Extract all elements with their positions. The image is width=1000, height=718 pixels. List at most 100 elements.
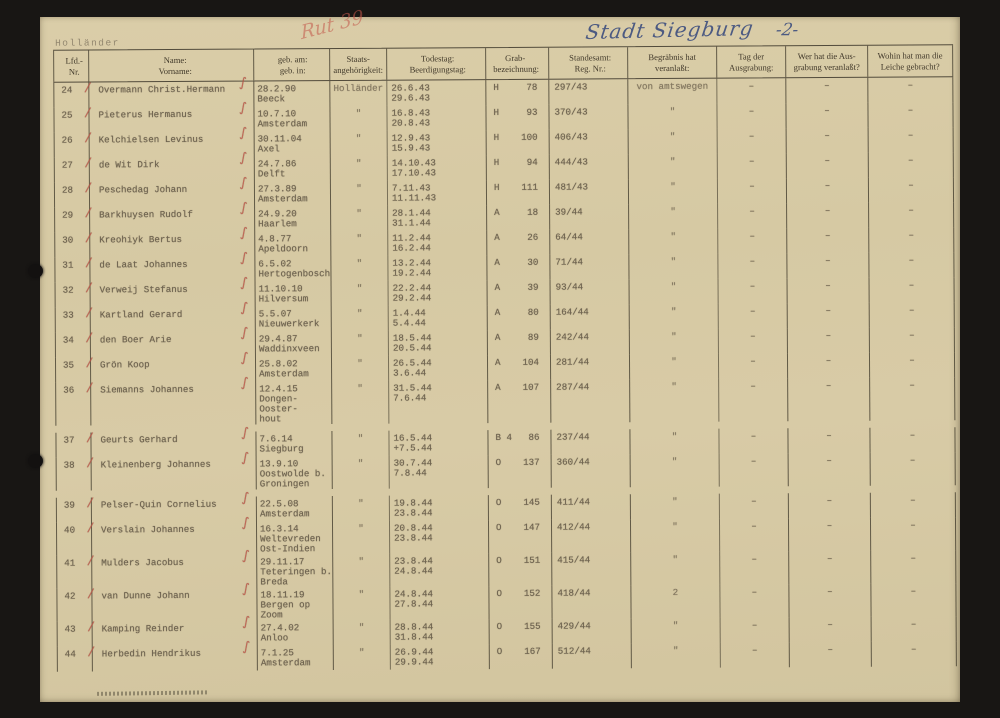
- header-begraebnis-veranlasst: Begräbnis hat veranlaßt:: [628, 46, 718, 79]
- cell-lfd-nr: 25: [53, 107, 90, 134]
- document-content: Holländer Rut 39 Stadt Siegburg -2- Lfd.…: [38, 6, 962, 705]
- red-check-mark: [87, 459, 93, 470]
- cell-wer-ausgrabung-veranlasst: –: [787, 203, 870, 229]
- cell-staatsangehoerigkeit: ": [331, 306, 389, 332]
- cell-tag-der-ausgrabung: –: [719, 453, 789, 488]
- cell-tag-der-ausgrabung: –: [718, 328, 788, 355]
- cell-todestag-beerdigungstag: 13.2.44 19.2.44: [388, 255, 488, 282]
- cell-wohin-leiche-gebracht: –: [868, 102, 954, 129]
- grave-number: 167: [524, 646, 541, 658]
- cell-staatsangehoerigkeit: ": [333, 620, 391, 646]
- table-row: 36 Siemanns Johannes 12.4.15Dongen-Ooste…: [55, 377, 956, 427]
- red-check-mark: [85, 109, 91, 120]
- cell-begraebnis-veranlasst: ": [628, 179, 719, 205]
- grave-section-letter: A: [494, 357, 501, 369]
- cell-staatsangehoerigkeit: ": [332, 496, 390, 522]
- cell-name: Kelchielsen Levinus: [89, 129, 255, 158]
- cell-staatsangehoerigkeit: ": [331, 331, 389, 357]
- burial-register-table: Lfd.- Nr. Name: Vorname: geb. am: geb. i…: [53, 44, 957, 673]
- table-header-row: Lfd.- Nr. Name: Vorname: geb. am: geb. i…: [53, 44, 954, 84]
- cell-name: Grön Koop: [90, 356, 257, 383]
- red-squiggle-mark: [242, 617, 250, 628]
- grave-number: 86: [528, 432, 540, 444]
- cell-staatsangehoerigkeit: ": [332, 521, 391, 555]
- grave-section-letter: A: [494, 207, 500, 219]
- cell-wer-ausgrabung-veranlasst: –: [787, 278, 870, 304]
- cell-lfd-nr: 26: [53, 132, 90, 159]
- cell-wer-ausgrabung-veranlasst: –: [786, 128, 869, 154]
- red-check-mark: [84, 84, 90, 95]
- cell-staatsangehoerigkeit: ": [330, 131, 388, 157]
- cell-grabbezeichnung: A 26: [487, 230, 551, 256]
- cell-grabbezeichnung: A 104: [487, 355, 552, 381]
- cell-wer-ausgrabung-veranlasst: –: [787, 303, 870, 329]
- red-squiggle-mark: [239, 104, 247, 115]
- cell-wohin-leiche-gebracht: –: [869, 277, 955, 304]
- cell-begraebnis-veranlasst: ": [629, 254, 719, 280]
- cell-lfd-nr: 34: [54, 332, 91, 359]
- red-squiggle-mark: [239, 129, 247, 140]
- cell-wer-ausgrabung-veranlasst: –: [786, 78, 869, 104]
- grave-number: 152: [523, 588, 541, 600]
- grave-number: 111: [521, 182, 538, 194]
- cell-name: Peschedag Johann: [89, 181, 256, 208]
- grave-number: 30: [527, 257, 539, 269]
- cell-begraebnis-veranlasst: ": [629, 354, 720, 380]
- cell-todestag-beerdigungstag: 26.6.43 29.6.43: [387, 80, 487, 107]
- grave-number: 137: [523, 457, 540, 469]
- cell-grabbezeichnung: H 78: [486, 80, 550, 106]
- cell-begraebnis-veranlasst: ": [628, 129, 718, 155]
- cell-lfd-nr: 24: [53, 82, 90, 109]
- grave-section-letter: O: [496, 646, 503, 658]
- cell-tag-der-ausgrabung: –: [717, 128, 787, 155]
- cell-staatsangehoerigkeit: ": [332, 381, 390, 425]
- header-staatsangehoerigkeit: Staats- angehörigkeit:: [330, 48, 388, 81]
- grave-number: 18: [527, 207, 539, 219]
- cell-tag-der-ausgrabung: –: [719, 493, 789, 520]
- red-squiggle-mark: [241, 493, 249, 504]
- cell-geboren: 5.5.07 Nieuwerkerk: [255, 306, 332, 332]
- red-squiggle-mark: [241, 353, 249, 364]
- cell-reg-nr: 429/44: [552, 618, 632, 645]
- cell-lfd-nr: 40: [55, 522, 93, 557]
- cell-grabbezeichnung: O 155: [489, 619, 553, 645]
- grave-section-letter: A: [494, 282, 501, 294]
- cell-grabbezeichnung: H 94: [486, 155, 550, 181]
- red-squiggle-mark: [239, 79, 247, 90]
- cell-geboren: 24.7.86 Delft: [254, 156, 331, 182]
- cell-lfd-nr: 27: [53, 157, 90, 184]
- red-squiggle-mark: [241, 428, 249, 439]
- cell-wer-ausgrabung-veranlasst: –: [787, 253, 870, 279]
- cell-geboren: 22.5.08 Amsterdam: [256, 496, 333, 522]
- cell-todestag-beerdigungstag: 30.7.44 7.8.44: [389, 455, 489, 490]
- red-squiggle-mark: [240, 278, 248, 289]
- cell-begraebnis-veranlasst: von amtswegen: [628, 79, 718, 105]
- cell-name: de Laat Johannes: [90, 256, 256, 283]
- header-standesamt-reg-nr: Standesamt: Reg. Nr.:: [549, 47, 629, 80]
- printer-imprint-smudge: [97, 690, 208, 696]
- cell-staatsangehoerigkeit: ": [331, 356, 390, 382]
- document-title-hollaender: Holländer: [55, 37, 120, 49]
- cell-name: Overmann Christ.Hermann: [89, 79, 255, 108]
- red-check-mark: [86, 359, 92, 370]
- grave-section-letter: B 4: [495, 432, 513, 444]
- cell-grabbezeichnung: O 167: [489, 644, 553, 670]
- cell-todestag-beerdigungstag: 31.5.44 7.6.44: [389, 380, 489, 425]
- cell-reg-nr: 481/43: [549, 179, 630, 206]
- cell-grabbezeichnung: O 147: [488, 520, 553, 554]
- cell-todestag-beerdigungstag: 16.8.43 20.8.43: [387, 105, 487, 132]
- cell-lfd-nr: 37: [55, 432, 92, 459]
- red-check-mark: [85, 134, 91, 145]
- grave-section-letter: O: [495, 457, 502, 469]
- grave-number: 78: [526, 82, 538, 94]
- cell-tag-der-ausgrabung: –: [718, 353, 789, 380]
- cell-wer-ausgrabung-veranlasst: –: [788, 493, 871, 519]
- cell-grabbezeichnung: A 30: [487, 255, 551, 281]
- grave-section-letter: A: [494, 232, 500, 244]
- cell-tag-der-ausgrabung: –: [718, 228, 788, 255]
- cell-wer-ausgrabung-veranlasst: –: [789, 617, 872, 643]
- cell-lfd-nr: 39: [55, 497, 92, 524]
- cell-reg-nr: 412/44: [551, 519, 632, 554]
- cell-geboren: 29.4.87 Waddinxveen: [255, 331, 332, 357]
